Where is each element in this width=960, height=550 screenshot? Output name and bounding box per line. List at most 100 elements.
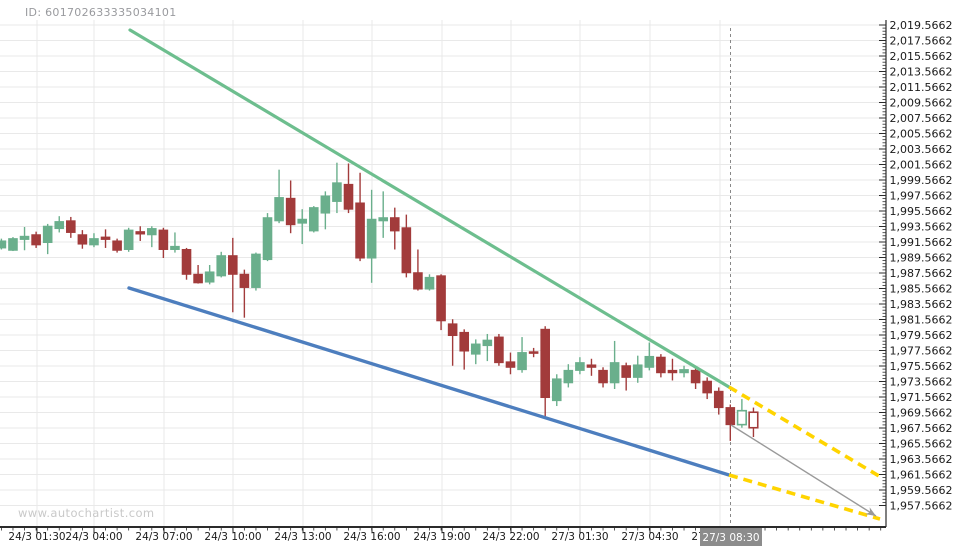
x-axis-label: 24/3 13:00 — [274, 531, 331, 543]
y-axis-label: 2,019.5662 — [890, 19, 953, 32]
bull-candle — [517, 337, 527, 373]
x-axis-label: 24/3 10:00 — [204, 531, 261, 543]
candle-body — [89, 238, 99, 246]
y-axis-label: 1,999.5662 — [890, 174, 953, 187]
bull-candle — [470, 339, 481, 365]
y-axis-label: 1,985.5662 — [890, 283, 953, 296]
watermark: www.autochartist.com — [18, 506, 155, 520]
candle-body — [193, 273, 203, 284]
bull-candle — [332, 162, 342, 214]
candles — [0, 162, 759, 441]
highlighted-time-box — [700, 528, 762, 546]
candle-body — [228, 255, 238, 275]
y-axis-label: 2,013.5662 — [890, 66, 953, 79]
bear-candle — [505, 352, 516, 375]
candle-body — [320, 195, 331, 214]
candle-body — [181, 248, 192, 275]
candle-body — [262, 217, 273, 261]
x-axis-label: 24/3 01:30 — [8, 531, 65, 543]
candle-body — [528, 351, 539, 354]
bear-candle — [77, 230, 88, 249]
candle-body — [158, 229, 169, 250]
candle-body — [436, 275, 446, 322]
candle-body — [389, 217, 400, 232]
candle-body — [332, 182, 342, 202]
y-axis-label: 1,967.5662 — [890, 422, 953, 435]
candle-body — [679, 369, 689, 374]
bear-candle — [193, 264, 203, 284]
bear-candle — [540, 326, 550, 418]
candle-body — [19, 235, 30, 240]
candle-body — [609, 362, 620, 384]
candle-body — [378, 217, 389, 222]
candle-body — [285, 197, 296, 226]
bear-candle — [459, 329, 469, 370]
bull-candle — [89, 233, 99, 248]
bear-candle — [355, 172, 365, 262]
y-axis-label: 1,979.5662 — [890, 329, 953, 342]
bear-candle — [447, 319, 458, 366]
y-axis-label: 1,993.5662 — [890, 221, 953, 234]
y-axis-label: 1,997.5662 — [890, 190, 953, 203]
y-axis-label: 1,983.5662 — [890, 298, 953, 311]
y-axis-label: 1,991.5662 — [890, 236, 953, 249]
candle-body — [42, 225, 53, 244]
x-axis-label: 24/3 16:00 — [343, 531, 400, 543]
candle-body — [621, 365, 631, 378]
bull-candle — [297, 209, 308, 245]
bear-candle — [401, 214, 412, 278]
bull-candle — [170, 232, 180, 253]
candle-body — [274, 197, 284, 222]
candle-body — [366, 218, 377, 259]
pattern-id-label: ID: 601702633335034101 — [25, 6, 177, 19]
candle-body — [297, 218, 308, 224]
bear-candle — [112, 238, 122, 253]
candle-body — [112, 240, 122, 251]
candle-body — [239, 273, 250, 288]
bear-candle-hollow — [748, 407, 759, 438]
candle-body — [31, 234, 41, 246]
bull-candle — [644, 342, 655, 371]
bull-candle — [632, 355, 643, 383]
candle-body — [598, 369, 608, 384]
candle-body — [77, 234, 88, 245]
candle-body — [505, 361, 516, 368]
candle-body — [713, 390, 724, 409]
axes — [0, 20, 887, 533]
y-axis-label: 2,017.5662 — [890, 35, 953, 48]
support-trendline — [127, 286, 731, 477]
highlighted-time-label: 27/3 08:30 — [702, 532, 759, 544]
bull-candle — [424, 274, 435, 291]
bull-candle — [551, 374, 562, 407]
x-axis-label: 24/3 22:00 — [482, 531, 539, 543]
bear-candle — [725, 404, 736, 441]
bear-candle — [586, 358, 597, 376]
bull-candle — [308, 206, 319, 233]
y-axis-label: 2,015.5662 — [890, 50, 953, 63]
axis-labels: 2,019.5662 2,017.5662 2,015.5662 2,013.5662… — [8, 19, 952, 543]
candle-body — [147, 228, 157, 236]
candle-body — [343, 183, 354, 210]
candle-body — [308, 207, 319, 232]
y-axis-label: 1,989.5662 — [890, 252, 953, 265]
y-axis-label: 2,011.5662 — [890, 81, 953, 94]
candle-body — [644, 355, 655, 368]
bull-candle — [147, 226, 157, 248]
bear-candle — [31, 231, 41, 248]
candle-body — [575, 362, 585, 371]
bull-candle — [563, 364, 574, 388]
bull-candle — [482, 333, 493, 362]
bull-candle — [679, 365, 689, 378]
candle-body — [54, 221, 65, 230]
candle-body — [702, 380, 712, 394]
y-axis-label: 1,957.5662 — [890, 500, 953, 513]
bear-candle — [656, 354, 666, 378]
bear-candle — [528, 347, 539, 358]
projection-upper-dashed — [728, 385, 880, 478]
x-axis-label: 27/3 01:30 — [551, 531, 608, 543]
forecast-arrow-line — [730, 424, 877, 517]
bear-candle — [343, 163, 354, 214]
y-axis-label: 2,001.5662 — [890, 159, 953, 172]
candle-body — [632, 364, 643, 378]
candle-body — [690, 369, 701, 384]
